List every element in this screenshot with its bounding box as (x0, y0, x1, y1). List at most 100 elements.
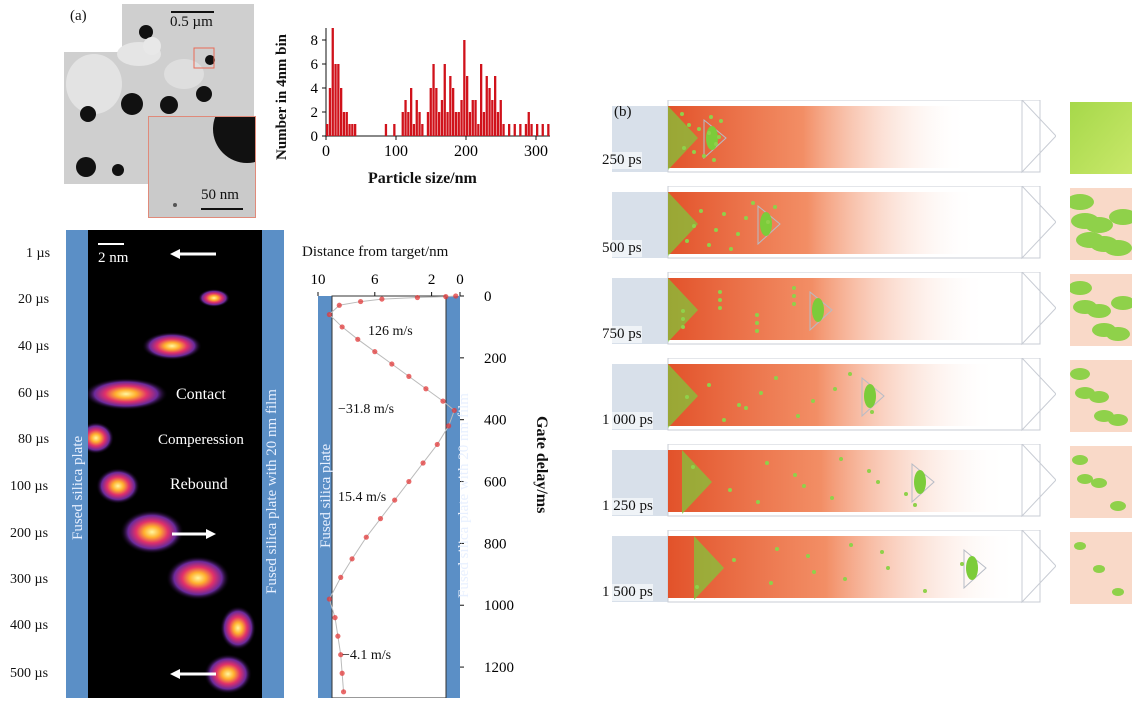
traj-point (339, 324, 345, 330)
projectile-blob (706, 126, 718, 150)
plume (668, 364, 998, 426)
thumb-domain (1093, 565, 1105, 573)
histogram-bar (426, 112, 430, 136)
traj-right-tick-label: 600 (484, 475, 507, 491)
traj-top-tick-label: 6 (371, 272, 379, 288)
droplet (876, 480, 880, 484)
droplet (769, 581, 773, 585)
histogram-bar (435, 88, 438, 136)
histogram-bar (440, 100, 444, 136)
histogram-bar (351, 124, 354, 136)
histogram-bar (393, 124, 396, 136)
histogram-bar (410, 88, 413, 136)
droplet (681, 309, 685, 313)
time-label: 500 µs (10, 666, 49, 681)
droplet (755, 313, 759, 317)
trajectory-right-label: Gate delay/ms (533, 416, 550, 514)
thumb-domain (1074, 542, 1086, 550)
time-label: 300 µs (10, 572, 49, 587)
droplet (773, 205, 777, 209)
droplet (833, 387, 837, 391)
traj-point (440, 398, 446, 404)
droplet (806, 554, 810, 558)
histogram-bar (454, 112, 458, 136)
traj-right-tick-label: 1000 (484, 598, 514, 614)
tem-image: (a) 0.5 µm (64, 4, 254, 184)
traj-top-tick-label: 2 (428, 272, 436, 288)
histogram-bar (468, 112, 472, 136)
panel-a-label: (a) (70, 8, 87, 24)
time-label: 80 µs (18, 432, 50, 447)
droplet (691, 465, 695, 469)
cross-section-thumbnail (1068, 274, 1134, 346)
stack-frames (78, 243, 256, 694)
cross-section-thumbnail (1066, 188, 1134, 260)
histogram-bar (429, 88, 432, 136)
thumb-domain (1092, 323, 1116, 337)
droplet (722, 212, 726, 216)
thumbnail-svg (1070, 102, 1132, 174)
droplet (880, 550, 884, 554)
histogram-bar (474, 100, 477, 136)
thumb-domain (1091, 478, 1107, 488)
box-end (1021, 98, 1057, 174)
image-stack: 2 nm Contact Comperession Rebound (78, 230, 262, 698)
droplet (886, 566, 890, 570)
droplet (755, 321, 759, 325)
time-label: 400 µs (10, 618, 49, 633)
droplet (681, 317, 685, 321)
tem-particles (64, 4, 254, 184)
droplet (718, 290, 722, 294)
traj-point (338, 574, 344, 580)
box-end (1021, 270, 1057, 346)
droplet (680, 112, 684, 116)
droplet (697, 127, 701, 131)
traj-right-plate (446, 296, 460, 698)
histogram-bar (494, 76, 497, 136)
thumb-domain (1071, 213, 1099, 229)
traj-point (363, 534, 369, 540)
droplet (849, 543, 853, 547)
simulation-frame: 1 500 ps (602, 528, 1057, 604)
droplet (811, 399, 815, 403)
droplet (699, 209, 703, 213)
droplet (744, 406, 748, 410)
plume (668, 192, 978, 254)
cross-section-thumbnail (1070, 102, 1132, 174)
histogram-bar (541, 124, 544, 136)
droplet (692, 150, 696, 154)
traj-point (443, 294, 449, 300)
droplet (870, 410, 874, 414)
time-labels: 1 µs 20 µs 40 µs 60 µs 80 µs 100 µs 200 … (0, 246, 64, 698)
droplet (685, 395, 689, 399)
plume (668, 278, 988, 340)
film-plane (668, 364, 698, 428)
droplet (812, 570, 816, 574)
droplet (796, 414, 800, 418)
droplet (792, 286, 796, 290)
annotation-rebound: Rebound (170, 476, 228, 493)
thumbnail-svg (1070, 532, 1132, 604)
histogram-bar (334, 64, 337, 136)
droplet (685, 239, 689, 243)
frame-time-label: 750 ps (602, 326, 642, 343)
histogram-bar (488, 88, 491, 136)
trajectory-chart: Distance from target/nm 10 6 2 0 0 200 400 600 8… (290, 238, 560, 698)
thumb-domain (1109, 209, 1134, 225)
traj-point (339, 670, 345, 676)
traj-point (406, 373, 412, 379)
traj-top-tick-label: 10 (311, 272, 326, 288)
film-plane (682, 450, 712, 514)
plume (668, 450, 1008, 512)
droplet (687, 123, 691, 127)
traj-point (392, 497, 398, 503)
droplet (737, 403, 741, 407)
traj-point (420, 460, 426, 466)
histogram-xlabel: Particle size/nm (368, 170, 477, 187)
traj-point (372, 349, 378, 355)
right-plate (262, 230, 284, 698)
simulation-frame: 250 ps (602, 98, 1057, 174)
projectile-blob (966, 556, 978, 580)
histogram-bar (443, 64, 446, 136)
histogram-bar (452, 88, 455, 136)
